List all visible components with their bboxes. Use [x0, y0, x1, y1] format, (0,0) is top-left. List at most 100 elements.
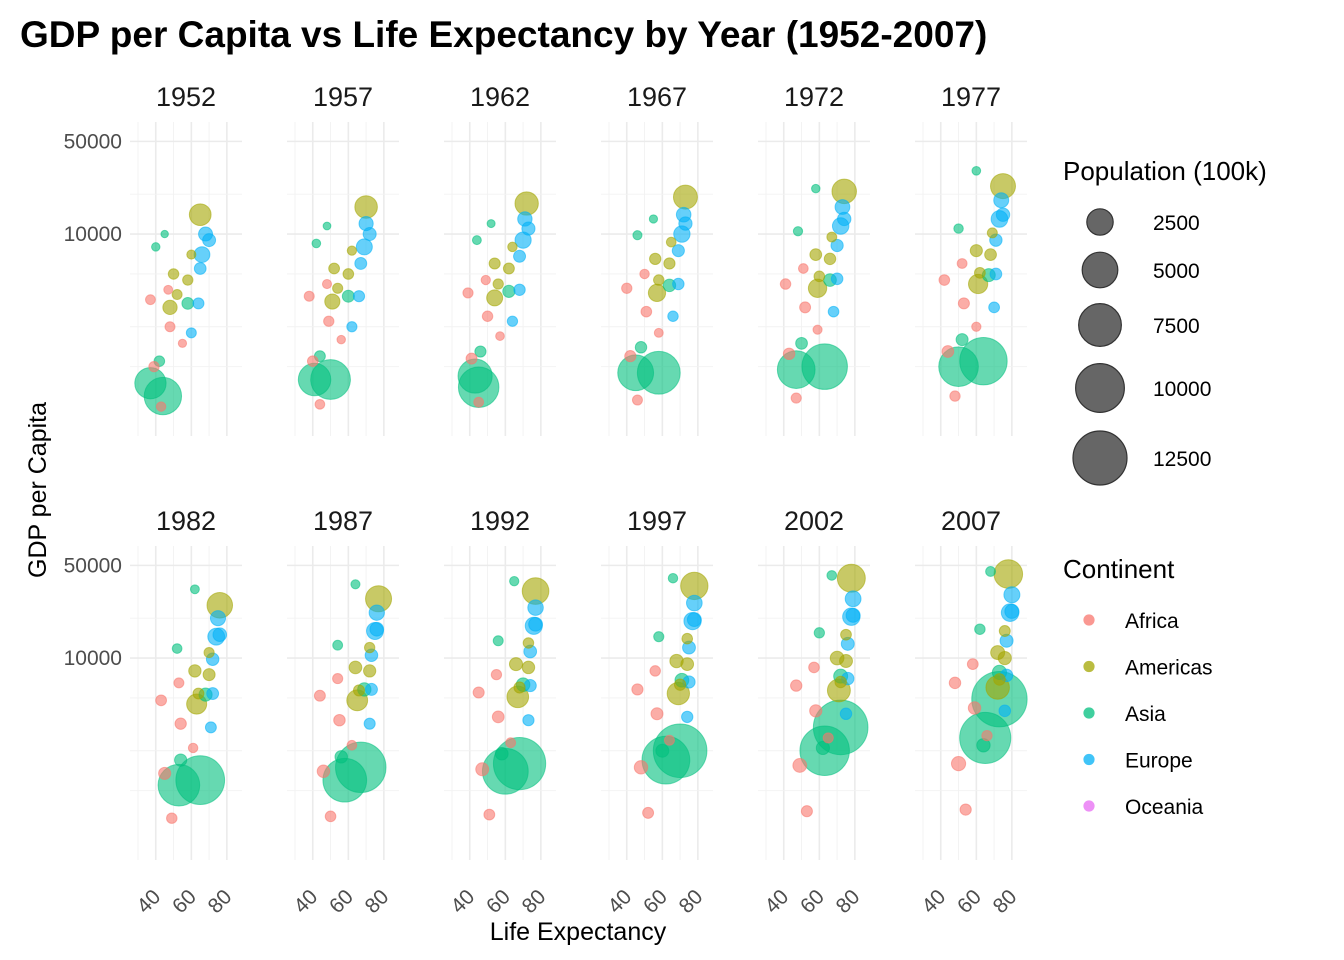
data-point-europe — [839, 707, 853, 721]
x-tick-label: 40 — [133, 885, 166, 918]
data-point-europe — [830, 272, 844, 286]
data-point-africa — [483, 808, 496, 821]
data-point-africa — [790, 679, 803, 692]
data-point-americas — [984, 248, 997, 261]
facet-strip-label: 2002 — [784, 506, 844, 536]
x-tick-label: 60 — [639, 885, 672, 918]
data-point-africa — [938, 274, 951, 286]
data-point-americas — [492, 278, 504, 290]
data-point-africa — [800, 805, 813, 818]
data-point-asia — [334, 750, 348, 764]
x-tick-label: 80 — [361, 885, 394, 918]
data-point-europe — [193, 262, 207, 275]
facet-strip-label: 1952 — [156, 82, 216, 112]
data-point-europe — [364, 682, 378, 696]
size-legend-label: 2500 — [1153, 212, 1200, 235]
data-point-americas — [997, 650, 1012, 666]
data-point-africa — [155, 694, 168, 707]
data-point-africa — [303, 290, 315, 302]
data-point-africa — [966, 658, 979, 671]
facet-strip-label: 1967 — [627, 82, 687, 112]
data-point-africa — [166, 812, 178, 824]
data-point-asia — [492, 635, 504, 647]
facet-strip-label: 1982 — [156, 506, 216, 536]
size-legend-label: 7500 — [1153, 315, 1200, 338]
data-point-africa — [333, 713, 346, 727]
x-tick-label: 40 — [604, 885, 637, 918]
color-legend-key — [1083, 800, 1095, 812]
data-point-europe — [521, 221, 536, 236]
data-point-asia — [322, 221, 332, 231]
data-point-europe — [837, 211, 852, 227]
data-point-europe — [672, 277, 685, 291]
data-point-africa — [779, 278, 792, 290]
color-legend-key — [1083, 753, 1095, 766]
data-point-europe — [212, 627, 228, 643]
data-point-africa — [316, 764, 331, 779]
data-point-africa — [799, 301, 812, 314]
data-point-asia — [953, 223, 964, 234]
data-point-africa — [948, 676, 962, 690]
data-point-europe — [1004, 603, 1020, 619]
facet-strip-label: 2007 — [941, 506, 1001, 536]
data-point-americas — [665, 236, 677, 248]
data-point-europe — [845, 607, 861, 623]
data-point-asia — [974, 623, 986, 635]
data-point-europe — [506, 315, 519, 327]
size-legend-key — [1075, 363, 1125, 413]
data-point-asia — [332, 639, 344, 651]
data-point-africa — [495, 331, 505, 341]
x-tick-label: 80 — [204, 885, 237, 918]
data-point-americas — [986, 227, 998, 239]
data-point-africa — [949, 390, 961, 402]
data-point-asia — [813, 627, 825, 639]
color-legend-label: Oceania — [1125, 796, 1204, 819]
data-point-americas — [502, 262, 515, 275]
data-point-americas — [162, 299, 178, 316]
data-point-europe — [995, 207, 1011, 222]
data-point-americas — [823, 252, 837, 266]
color-legend-label: Asia — [1125, 703, 1166, 726]
data-point-asia — [171, 643, 183, 654]
data-point-americas — [834, 675, 847, 689]
data-point-americas — [809, 248, 823, 261]
data-point-africa — [306, 355, 319, 367]
color-legend-key — [1083, 707, 1095, 719]
data-point-asia — [350, 579, 361, 590]
data-point-europe — [998, 704, 1012, 718]
data-point-americas — [328, 262, 341, 275]
data-point-africa — [790, 392, 802, 404]
data-point-africa — [148, 361, 160, 373]
facet-panel-1982: 1982 10000 50000 40 60 80 — [64, 506, 242, 918]
data-point-europe — [827, 305, 840, 318]
data-point-asia — [471, 235, 482, 246]
data-point-africa — [950, 755, 967, 772]
data-point-africa — [631, 683, 644, 696]
facet-panel-2002: 2002 40 60 80 — [758, 506, 870, 918]
data-point-africa — [967, 701, 982, 715]
facet-strip-label: 1972 — [784, 82, 844, 112]
data-point-europe — [192, 297, 205, 310]
data-point-asia — [457, 358, 493, 394]
data-point-europe — [993, 192, 1010, 209]
data-point-europe — [989, 267, 1003, 281]
data-point-africa — [163, 284, 174, 295]
data-point-asia — [341, 289, 355, 303]
facet-panel-1972: 1972 — [758, 82, 870, 436]
size-legend-key — [1081, 251, 1119, 289]
data-point-africa — [346, 739, 358, 751]
data-point-americas — [354, 195, 378, 219]
data-point-asia — [815, 740, 830, 756]
facet-panel-1997: 1997 40 60 80 — [601, 506, 713, 918]
facet-strip-label: 1977 — [941, 82, 1001, 112]
data-point-africa — [173, 677, 185, 689]
facet-strip-label: 1997 — [627, 506, 687, 536]
data-point-asia — [486, 219, 496, 229]
data-point-asia — [648, 214, 659, 224]
color-legend-key — [1083, 660, 1095, 673]
data-point-americas — [653, 274, 665, 286]
facet-panel-1957: 1957 — [287, 82, 399, 436]
data-point-africa — [971, 321, 982, 332]
size-legend-title: Population (100k) — [1063, 156, 1267, 186]
data-point-africa — [155, 401, 167, 412]
